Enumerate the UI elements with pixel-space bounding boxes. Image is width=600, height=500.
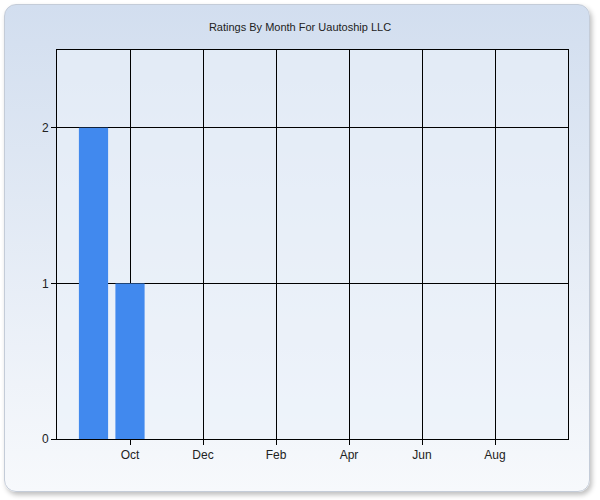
svg-text:Feb: Feb <box>266 448 287 462</box>
svg-text:1: 1 <box>42 277 49 291</box>
svg-text:Dec: Dec <box>192 448 213 462</box>
svg-text:Ratings By Month For Uautoship: Ratings By Month For Uautoship LLC <box>209 21 391 33</box>
svg-text:Apr: Apr <box>340 448 359 462</box>
svg-text:Oct: Oct <box>121 448 140 462</box>
svg-text:2: 2 <box>42 121 49 135</box>
svg-text:Aug: Aug <box>484 448 505 462</box>
svg-text:Jun: Jun <box>412 448 431 462</box>
svg-text:0: 0 <box>42 432 49 446</box>
